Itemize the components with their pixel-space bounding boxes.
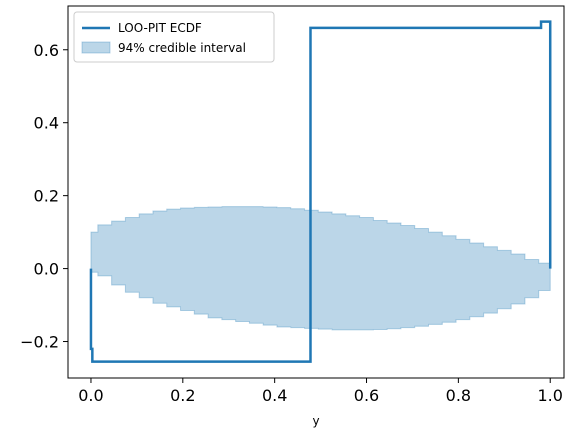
x-tick-label: 0.0 (78, 386, 103, 405)
y-tick-label: 0.0 (34, 260, 59, 279)
y-axis: −0.2 0.0 0.2 0.4 0.6 (20, 41, 68, 352)
ecdf-layer (89, 20, 552, 363)
legend-band-label: 94% credible interval (118, 41, 246, 55)
x-tick-label: 0.2 (170, 386, 195, 405)
legend-band-swatch (81, 41, 111, 54)
ecdf-line (89, 20, 552, 363)
plot-frame (67, 5, 565, 379)
x-axis: 0.0 0.2 0.4 0.6 0.8 1.0 (78, 378, 563, 405)
credible-interval-band (90, 206, 551, 331)
y-tick-label: −0.2 (20, 333, 59, 352)
credible-interval-layer (90, 206, 551, 331)
y-tick-label: 0.2 (34, 187, 59, 206)
legend: LOO-PIT ECDF 94% credible interval (73, 11, 275, 63)
legend-box (73, 11, 275, 63)
x-tick-label: 0.6 (354, 386, 379, 405)
x-tick-label: 0.4 (262, 386, 287, 405)
y-tick-label: 0.6 (34, 41, 59, 60)
y-tick-label: 0.4 (34, 114, 59, 133)
x-tick-label: 1.0 (537, 386, 562, 405)
legend-ecdf-label: LOO-PIT ECDF (118, 21, 202, 35)
x-axis-label: y (312, 414, 319, 428)
x-tick-label: 0.8 (446, 386, 471, 405)
